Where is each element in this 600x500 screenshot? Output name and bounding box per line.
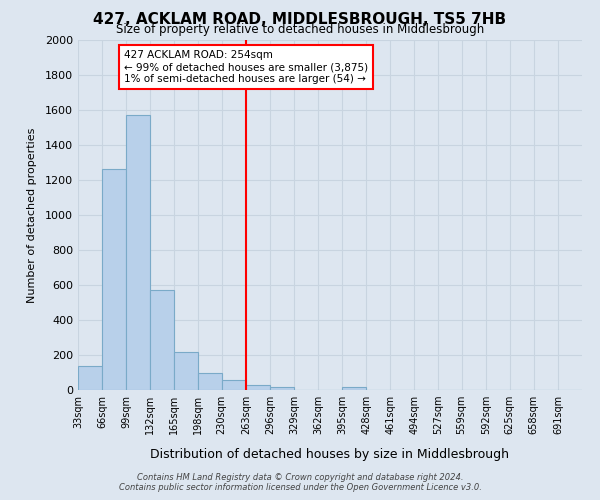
Bar — [270, 388, 294, 390]
Text: 427 ACKLAM ROAD: 254sqm
← 99% of detached houses are smaller (3,875)
1% of semi-: 427 ACKLAM ROAD: 254sqm ← 99% of detache… — [124, 50, 368, 84]
Text: 427, ACKLAM ROAD, MIDDLESBROUGH, TS5 7HB: 427, ACKLAM ROAD, MIDDLESBROUGH, TS5 7HB — [94, 12, 506, 28]
Bar — [199, 372, 223, 390]
Bar — [126, 116, 150, 390]
Bar — [246, 385, 270, 390]
Bar — [150, 290, 174, 390]
Bar — [174, 352, 199, 390]
Text: Contains HM Land Registry data © Crown copyright and database right 2024.
Contai: Contains HM Land Registry data © Crown c… — [119, 473, 481, 492]
Bar — [78, 366, 102, 390]
Bar — [102, 168, 126, 390]
Y-axis label: Number of detached properties: Number of detached properties — [26, 128, 37, 302]
Text: Size of property relative to detached houses in Middlesbrough: Size of property relative to detached ho… — [116, 22, 484, 36]
Bar — [342, 388, 366, 390]
Bar — [221, 380, 246, 390]
X-axis label: Distribution of detached houses by size in Middlesbrough: Distribution of detached houses by size … — [151, 448, 509, 461]
